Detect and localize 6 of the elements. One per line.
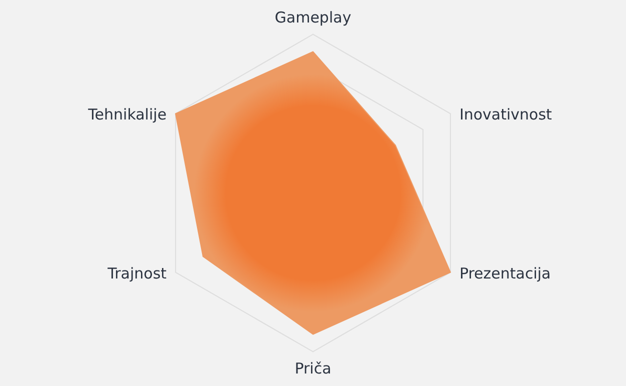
spoke-label: Inovativnost [459,106,552,124]
spoke-label: Trajnost [106,264,167,282]
spoke-label: Tehnikalije [87,106,167,124]
spoke-label: Prezentacija [459,264,551,282]
spoke-label: Gameplay [274,8,352,26]
spoke-label: Priča [294,360,332,378]
